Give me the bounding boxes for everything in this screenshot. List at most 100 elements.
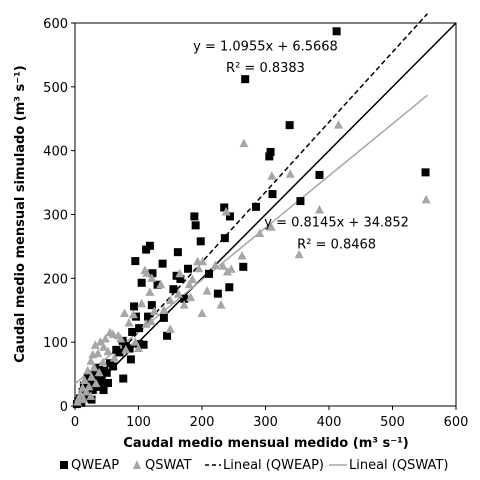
point-qswat — [80, 375, 90, 384]
x-tick-label: 500 — [380, 415, 405, 430]
point-qweap — [315, 170, 324, 179]
point-qswat — [98, 357, 108, 367]
point-qswat — [134, 343, 143, 353]
point-qswat — [108, 329, 118, 339]
point-qswat — [86, 391, 96, 400]
point-qweap — [159, 313, 168, 322]
legend-label-lineal-qswat: Lineal (QSWAT) — [349, 458, 448, 473]
point-qweap — [220, 203, 229, 212]
x-tick-label: 100 — [126, 415, 151, 430]
point-qswat — [179, 300, 189, 309]
regression-annotation-3: R² = 0.8468 — [297, 237, 376, 252]
point-qswat — [193, 256, 203, 266]
point-qswat — [130, 337, 140, 346]
y-tick-label: 600 — [43, 17, 68, 32]
point-qweap — [86, 380, 95, 389]
point-qweap — [96, 382, 105, 391]
point-qswat — [314, 205, 324, 214]
point-qswat — [194, 263, 204, 273]
point-qswat — [103, 346, 113, 356]
point-qswat — [79, 394, 89, 404]
point-qswat — [159, 305, 169, 314]
point-qswat — [116, 333, 126, 343]
point-qweap — [173, 248, 182, 257]
point-qswat — [216, 300, 226, 309]
x-tick-label: 400 — [317, 415, 342, 430]
point-qweap — [268, 190, 277, 199]
legend-label-lineal-qweap: Lineal (QWEAP) — [223, 458, 324, 473]
point-qweap — [139, 340, 148, 349]
regression-annotation-1: R² = 0.8383 — [226, 61, 305, 76]
point-qswat — [334, 120, 344, 129]
point-qweap — [421, 168, 430, 177]
point-qswat — [120, 308, 130, 317]
point-qweap — [142, 245, 151, 254]
point-qweap — [128, 327, 137, 336]
point-qweap — [115, 348, 124, 357]
point-qswat — [124, 318, 134, 327]
point-qswat — [93, 348, 103, 358]
point-qswat — [99, 342, 109, 351]
point-qweap — [184, 264, 193, 273]
y-tick-label: 500 — [43, 81, 68, 96]
x-tick-label: 300 — [253, 415, 278, 430]
point-qswat — [90, 340, 100, 349]
point-qweap — [135, 324, 144, 333]
point-qswat — [146, 316, 156, 326]
trendline-qweap — [74, 13, 428, 403]
point-qswat — [165, 295, 175, 305]
point-qswat — [141, 319, 151, 328]
point-qweap — [97, 375, 106, 384]
point-qweap — [225, 212, 234, 221]
y-tick-label: 400 — [43, 145, 68, 160]
point-qweap — [265, 152, 274, 161]
point-qswat — [239, 138, 249, 148]
point-qweap — [220, 234, 229, 243]
point-qswat — [89, 362, 99, 372]
legend-label-qswat: QSWAT — [145, 458, 192, 473]
point-qswat — [78, 383, 88, 392]
point-qswat — [221, 206, 231, 216]
point-qweap — [153, 280, 162, 289]
point-qswat — [186, 292, 196, 301]
point-qswat — [210, 260, 220, 270]
point-qswat — [128, 309, 138, 319]
point-qweap — [266, 147, 275, 156]
point-qweap — [119, 374, 128, 383]
point-qswat — [95, 337, 105, 346]
point-qswat — [165, 324, 175, 333]
annotations: y = 1.0955x + 6.5668 R² = 0.8383 y = 0.814… — [193, 39, 409, 252]
point-qweap — [213, 289, 222, 298]
point-qswat — [91, 378, 101, 388]
point-qweap — [148, 269, 157, 278]
point-qswat — [175, 268, 185, 278]
point-qweap — [285, 121, 294, 130]
regression-annotation-2: y = 0.8145x + 34.852 — [264, 216, 409, 231]
legend-symbol-qswat — [133, 460, 141, 469]
point-qswat — [142, 268, 152, 277]
point-qweap — [196, 237, 205, 246]
legend-symbol-qweap — [60, 461, 68, 469]
legend-label-qweap: QWEAP — [71, 458, 119, 473]
point-qswat — [197, 308, 207, 317]
point-qweap — [241, 75, 250, 84]
data-points — [72, 27, 431, 409]
point-qswat — [81, 386, 91, 396]
point-qweap — [169, 285, 178, 294]
point-qswat — [86, 356, 96, 365]
point-qweap — [180, 294, 189, 303]
x-tick-label: 0 — [71, 415, 79, 430]
point-qweap — [191, 221, 200, 230]
point-qswat — [109, 353, 119, 362]
y-tick-label: 200 — [43, 272, 68, 287]
legend: QWEAP QSWAT Lineal (QWEAP) Lineal (QSWAT… — [60, 458, 448, 473]
point-qswat — [421, 194, 431, 204]
point-qweap — [176, 274, 185, 283]
point-qswat — [267, 171, 277, 180]
point-qswat — [174, 289, 184, 298]
point-qweap — [332, 27, 341, 36]
point-qswat — [218, 261, 228, 270]
point-qweap — [131, 257, 140, 266]
point-qweap — [225, 283, 234, 292]
point-qweap — [296, 197, 305, 206]
